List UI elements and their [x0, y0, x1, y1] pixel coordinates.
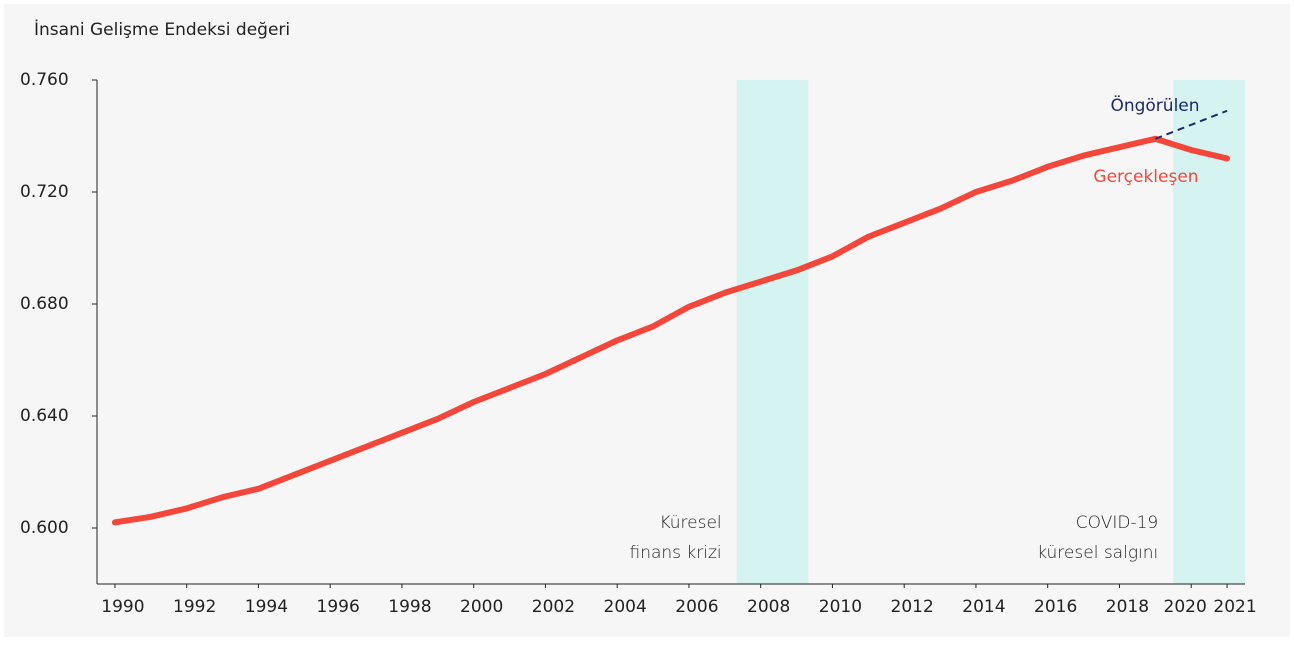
- x-tick-label: 1994: [245, 597, 288, 617]
- x-tick-label: 2016: [1034, 597, 1077, 617]
- x-tick-label: 2004: [604, 597, 647, 617]
- x-tick-label: 2002: [532, 597, 575, 617]
- x-tick-label: 2008: [747, 597, 790, 617]
- x-tick-label: 2014: [962, 597, 1005, 617]
- y-tick-label: 0.600: [20, 518, 69, 538]
- chart-background: [4, 4, 1290, 637]
- x-tick-label: 2020: [1164, 597, 1207, 617]
- series-line: [111, 135, 1231, 526]
- x-tick-label: 1998: [388, 597, 431, 617]
- x-tick-label: 2021: [1213, 597, 1256, 617]
- shaded-period-label: Küresel: [659, 513, 721, 533]
- shaded-period-label: finans krizi: [630, 543, 722, 563]
- y-tick-label: 0.720: [20, 182, 69, 202]
- series-line: [1154, 109, 1228, 140]
- x-tick-label: 2000: [460, 597, 503, 617]
- shaded-period-label: COVID-19: [1076, 513, 1158, 533]
- x-tick-label: 1990: [101, 597, 144, 617]
- x-tick-label: 2010: [819, 597, 862, 617]
- y-tick-label: 0.760: [20, 70, 69, 90]
- x-tick-label: 2018: [1106, 597, 1149, 617]
- x-tick-label: 1996: [317, 597, 360, 617]
- y-axis-label: İnsani Gelişme Endeksi değeri: [34, 19, 290, 40]
- shaded-period: [1173, 80, 1245, 584]
- y-tick-label: 0.640: [20, 406, 69, 426]
- x-tick-label: 2006: [675, 597, 718, 617]
- series-label: Gerçekleşen: [1093, 167, 1198, 187]
- shaded-period-label: küresel salgını: [1037, 543, 1158, 563]
- series-label: Öngörülen: [1110, 94, 1199, 116]
- x-tick-label: 1992: [173, 597, 216, 617]
- shaded-period: [736, 80, 809, 584]
- y-tick-label: 0.680: [20, 294, 69, 314]
- x-tick-label: 2012: [891, 597, 934, 617]
